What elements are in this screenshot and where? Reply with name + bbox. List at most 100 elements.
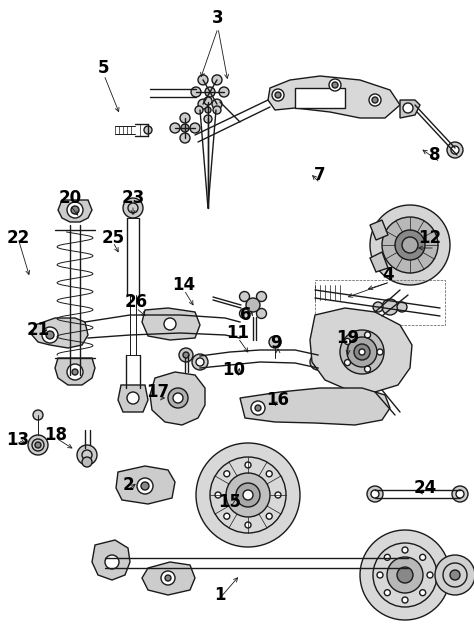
Circle shape: [419, 554, 426, 560]
Circle shape: [141, 482, 149, 490]
Circle shape: [243, 490, 253, 500]
Circle shape: [384, 554, 390, 560]
Circle shape: [332, 82, 338, 88]
Circle shape: [105, 555, 119, 569]
Circle shape: [224, 513, 230, 519]
Circle shape: [35, 442, 41, 448]
Circle shape: [161, 571, 175, 585]
Circle shape: [371, 490, 379, 498]
Circle shape: [198, 99, 208, 109]
Circle shape: [373, 302, 383, 312]
Circle shape: [360, 530, 450, 620]
Circle shape: [236, 483, 260, 507]
Circle shape: [382, 299, 398, 315]
Circle shape: [372, 97, 378, 103]
Text: 13: 13: [7, 431, 29, 449]
Circle shape: [72, 369, 78, 375]
Circle shape: [365, 332, 371, 338]
Circle shape: [71, 206, 79, 214]
Text: 20: 20: [58, 189, 82, 207]
Circle shape: [435, 555, 474, 595]
Circle shape: [213, 106, 221, 114]
Polygon shape: [92, 540, 130, 580]
Circle shape: [137, 478, 153, 494]
Polygon shape: [150, 372, 205, 425]
Circle shape: [180, 113, 190, 123]
Circle shape: [347, 337, 377, 367]
Polygon shape: [268, 76, 400, 118]
Text: 24: 24: [413, 479, 437, 497]
Circle shape: [377, 572, 383, 578]
Circle shape: [67, 202, 83, 218]
Circle shape: [365, 366, 371, 372]
Circle shape: [447, 142, 463, 158]
Text: 10: 10: [222, 361, 246, 379]
Circle shape: [245, 462, 251, 468]
Circle shape: [191, 87, 201, 97]
Polygon shape: [58, 200, 92, 222]
Circle shape: [427, 572, 433, 578]
Circle shape: [256, 292, 266, 302]
Circle shape: [310, 354, 326, 370]
Polygon shape: [118, 385, 148, 412]
Circle shape: [397, 567, 413, 583]
Polygon shape: [310, 308, 412, 392]
Circle shape: [46, 331, 54, 339]
Circle shape: [395, 230, 425, 260]
Text: 3: 3: [212, 9, 224, 27]
Text: 22: 22: [6, 229, 29, 247]
Circle shape: [127, 392, 139, 404]
Circle shape: [384, 590, 390, 596]
Circle shape: [239, 309, 249, 319]
Circle shape: [239, 292, 249, 302]
Circle shape: [387, 557, 423, 593]
Bar: [315, 280, 445, 325]
Text: 18: 18: [45, 426, 67, 444]
Circle shape: [144, 126, 152, 134]
Circle shape: [251, 401, 265, 415]
Circle shape: [28, 435, 48, 455]
Circle shape: [245, 522, 251, 528]
Polygon shape: [142, 308, 200, 340]
Circle shape: [370, 205, 450, 285]
Text: 12: 12: [419, 229, 442, 247]
Circle shape: [402, 547, 408, 553]
Circle shape: [205, 87, 215, 97]
Text: 15: 15: [219, 493, 241, 511]
Circle shape: [205, 107, 211, 113]
Circle shape: [42, 327, 58, 343]
Circle shape: [196, 443, 300, 547]
Circle shape: [345, 360, 350, 365]
Circle shape: [452, 486, 468, 502]
Text: 26: 26: [125, 293, 147, 311]
Circle shape: [266, 471, 272, 477]
Circle shape: [195, 106, 203, 114]
Text: 17: 17: [146, 383, 170, 401]
Circle shape: [170, 123, 180, 133]
Polygon shape: [55, 358, 95, 385]
Circle shape: [256, 309, 266, 319]
Polygon shape: [142, 562, 195, 595]
Circle shape: [219, 87, 229, 97]
Circle shape: [67, 364, 83, 380]
Circle shape: [397, 302, 407, 312]
Polygon shape: [32, 318, 88, 348]
Circle shape: [226, 473, 270, 517]
Circle shape: [215, 492, 221, 498]
Circle shape: [450, 570, 460, 580]
Circle shape: [183, 352, 189, 358]
Text: 2: 2: [122, 476, 134, 494]
Circle shape: [173, 393, 183, 403]
Text: 16: 16: [266, 391, 290, 409]
Circle shape: [168, 388, 188, 408]
Circle shape: [456, 490, 464, 498]
Circle shape: [266, 513, 272, 519]
Circle shape: [359, 349, 365, 355]
Circle shape: [255, 405, 261, 411]
Circle shape: [82, 457, 92, 467]
Circle shape: [212, 75, 222, 85]
Circle shape: [354, 344, 370, 360]
Circle shape: [212, 99, 222, 109]
Polygon shape: [400, 100, 420, 118]
Circle shape: [345, 338, 350, 345]
